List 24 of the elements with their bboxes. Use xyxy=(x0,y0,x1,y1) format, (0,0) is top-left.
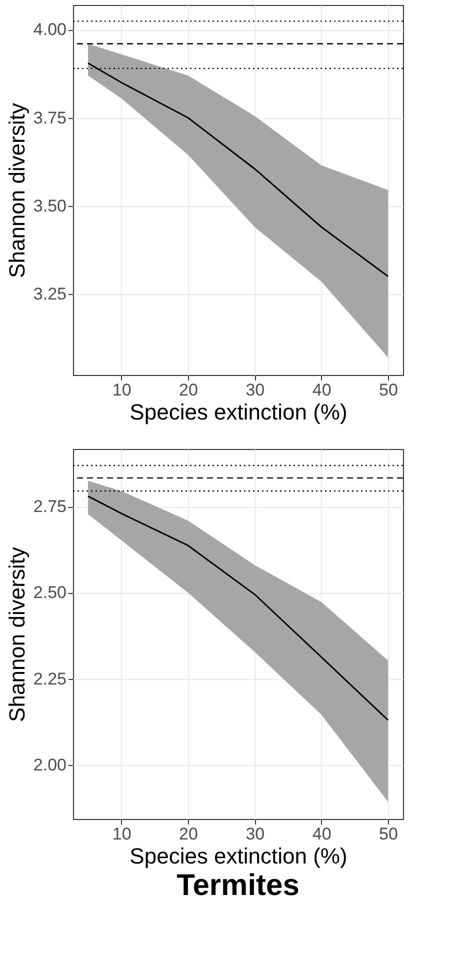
y-tick-label: 2.00 xyxy=(33,755,66,774)
x-tick-label: 30 xyxy=(246,824,265,844)
y-tick-label: 3.25 xyxy=(33,284,66,304)
x-tick-label: 10 xyxy=(112,380,132,400)
y-tick-label: 3.75 xyxy=(33,108,66,128)
y-tick-label: 2.50 xyxy=(33,583,66,602)
x-tick-label: 50 xyxy=(379,380,398,400)
y-tick-label: 3.50 xyxy=(33,196,66,216)
x-tick-label: 20 xyxy=(179,380,198,400)
y-tick-label: 2.25 xyxy=(33,669,66,688)
x-tick-label: 50 xyxy=(379,824,398,844)
y-axis-title: Shannon diversity xyxy=(4,547,30,722)
x-axis-title: Species extinction (%) xyxy=(130,400,348,424)
x-tick-label: 20 xyxy=(179,824,198,844)
x-tick-label: 40 xyxy=(312,824,332,844)
x-tick-label: 10 xyxy=(112,824,132,844)
y-tick-label: 4.00 xyxy=(33,20,66,40)
x-tick-label: 40 xyxy=(312,380,332,400)
line-series xyxy=(87,495,389,721)
text: Termites xyxy=(176,869,300,902)
y-tick-label: 2.75 xyxy=(33,497,66,516)
y-axis-title: Shannon diversity xyxy=(4,103,30,278)
x-tick-label: 30 xyxy=(246,380,265,400)
x-axis-title: Species extinction (%) xyxy=(130,844,348,868)
